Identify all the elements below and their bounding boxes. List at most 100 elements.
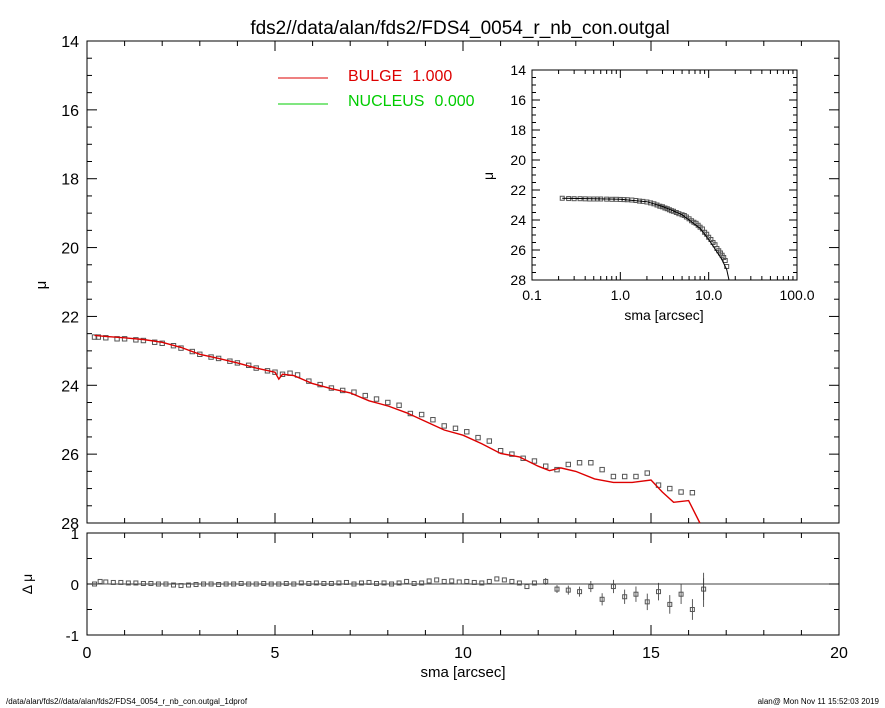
residual-data-point	[140, 580, 146, 586]
main-y-tick-labels: 14 16 18 20 22 24 26 28	[61, 34, 79, 533]
inset-data-point	[671, 208, 677, 214]
inset-y-tick-label: 18	[510, 122, 526, 138]
residual-data-point	[678, 591, 684, 597]
main-y-tick-label: 18	[61, 172, 79, 189]
residual-data-point	[374, 580, 380, 586]
main-data-point	[588, 460, 594, 466]
residual-data-point	[622, 594, 628, 600]
inset-model-line	[562, 197, 730, 281]
legend-nucleus-label: NUCLEUS 0.000	[348, 93, 475, 110]
main-profile-panel: 14 16 18 20 22 24 26 28 μ BULGE 1.000 NUCLEUS 0.0…	[33, 34, 840, 533]
main-y-tick-label: 22	[61, 309, 79, 326]
legend-bulge-value: 1.000	[412, 68, 452, 85]
main-data-point	[543, 463, 549, 469]
residual-data-point	[306, 580, 312, 586]
inset-data-point	[673, 210, 679, 215]
residual-data-point	[449, 578, 455, 584]
residual-data-point	[667, 601, 673, 607]
footer-file-path: /data/alan/fds2//data/alan/fds2/FDS4_005…	[6, 697, 248, 706]
residual-data-point	[543, 578, 549, 584]
residual-data-point	[426, 578, 432, 584]
residual-data-point	[404, 578, 410, 584]
main-data-point	[486, 438, 493, 444]
residual-data-point	[565, 587, 571, 593]
inset-y-tick-label: 14	[510, 62, 526, 78]
residual-data-point	[441, 578, 447, 584]
inset-y-tick-label: 22	[510, 182, 526, 198]
residual-data-point	[419, 580, 425, 586]
residual-data-point	[381, 580, 387, 586]
inset-panel-ticks	[531, 69, 797, 281]
residual-data-point	[125, 580, 131, 586]
main-y-tick-label: 20	[61, 241, 79, 258]
legend-nucleus-value: 0.000	[434, 93, 474, 110]
residual-data-point	[231, 581, 237, 587]
main-y-tick-label: 28	[61, 516, 79, 533]
main-data-point	[151, 339, 158, 345]
main-y-tick-label: 14	[61, 34, 79, 51]
residual-data-point	[193, 582, 199, 588]
residual-data-point	[434, 577, 440, 583]
residual-data-point	[276, 581, 282, 587]
residual-panel: -101 0 5 10 15 20 Δ μ sma [arcsec]	[19, 526, 848, 681]
residual-data-point	[599, 596, 605, 602]
residual-data-point	[531, 580, 537, 586]
main-data-point	[667, 485, 673, 492]
main-data-point	[621, 473, 628, 480]
residual-data-point	[588, 584, 594, 590]
residual-data-point	[494, 576, 500, 582]
residual-data-point	[509, 578, 515, 584]
residual-data-point	[321, 580, 327, 586]
inset-y-tick-label: 24	[510, 212, 526, 228]
main-y-tick-label: 24	[61, 378, 79, 395]
main-data-point	[452, 425, 459, 432]
residual-data-point	[178, 583, 184, 589]
main-data-point	[509, 451, 515, 457]
residual-data-point	[103, 579, 109, 585]
residual-data-point	[163, 581, 169, 587]
main-data-point	[464, 429, 470, 435]
inset-data-layer	[559, 195, 730, 281]
main-data-point	[599, 466, 605, 473]
main-y-tick-label: 26	[61, 447, 79, 464]
residual-data-point	[223, 581, 229, 587]
residual-data-point	[516, 580, 522, 586]
residual-data-layer	[92, 572, 707, 620]
inset-y-axis-label: μ	[480, 172, 496, 180]
main-data-point	[133, 337, 139, 343]
residual-data-point	[351, 581, 357, 587]
residual-data-point	[524, 584, 530, 590]
residual-data-point	[261, 580, 267, 586]
main-data-point	[121, 336, 128, 342]
residual-data-point	[298, 580, 304, 586]
main-data-point	[373, 396, 380, 402]
inset-x-tick-labels: 0.1 1.0 10.0 100.0	[522, 287, 814, 303]
residual-data-point	[201, 581, 207, 587]
residual-data-point	[501, 577, 507, 583]
main-data-point	[95, 334, 101, 340]
inset-y-tick-label: 16	[510, 92, 526, 108]
residual-data-point	[268, 581, 274, 587]
residual-data-point	[554, 586, 560, 592]
residual-data-point	[110, 579, 116, 585]
residual-data-point	[133, 580, 139, 586]
residual-data-point	[689, 607, 695, 612]
residual-data-point	[479, 580, 485, 586]
main-data-point	[189, 348, 195, 355]
residual-panel-ticks	[86, 532, 840, 636]
residual-y-tick-labels: -1 0 1	[66, 526, 79, 645]
residual-data-point	[336, 580, 342, 586]
residual-x-tick-label: 10	[454, 645, 472, 662]
main-data-point	[103, 335, 109, 341]
residual-y-tick-label: 0	[71, 577, 79, 594]
main-data-point	[91, 334, 98, 340]
residual-x-tick-label: 5	[271, 645, 280, 662]
residual-data-point	[486, 578, 492, 584]
footer-timestamp: alan@ Mon Nov 11 15:52:03 2019	[757, 697, 879, 706]
residual-data-point	[471, 579, 477, 585]
main-data-point	[475, 434, 481, 441]
legend: BULGE 1.000 NUCLEUS 0.000	[278, 68, 475, 110]
residual-x-tick-labels: 0 5 10 15 20	[83, 645, 848, 662]
bulge-model-line	[94, 334, 701, 524]
inset-panel-background	[532, 70, 797, 280]
